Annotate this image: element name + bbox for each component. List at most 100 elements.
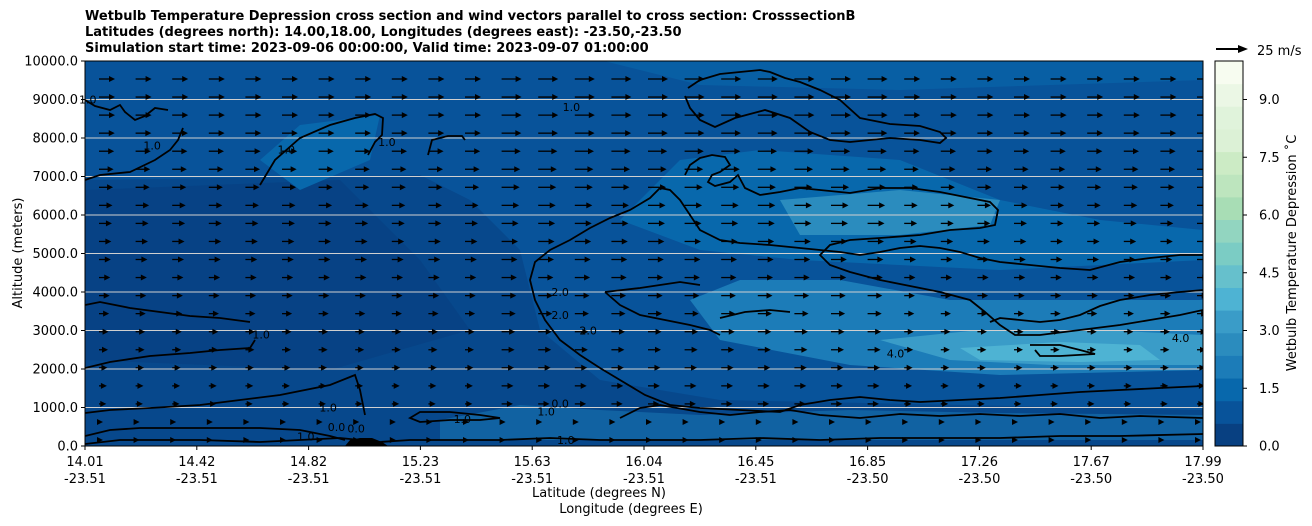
wind-vector-head [212,328,219,335]
wind-vector-head [947,220,954,227]
wind-vector-head [1048,437,1055,443]
wind-vector-head [910,256,917,263]
wind-vector-head [948,184,955,191]
wind-vector-head [473,184,480,191]
wind-vector-head [609,418,616,425]
wind-vector-head [731,256,738,263]
wind-vector-head [792,418,799,425]
wind-vector-head [284,364,291,371]
wind-vector-head [881,76,888,82]
wind-vector-head [1019,274,1026,281]
wind-vector-head [536,418,543,425]
wind-vector-head [880,148,887,155]
wind-vector-head [292,94,298,101]
wind-vector-head [950,94,957,101]
contour-line [85,427,346,441]
wind-vector-head [1167,220,1174,227]
wind-vector-head [1130,238,1137,245]
contour-label: 1.0 [537,405,555,418]
wind-vector-head [543,400,550,407]
wind-vector-head [288,220,295,227]
wind-vector-head [206,437,213,443]
wind-vector-head [1058,202,1065,209]
wind-vector-head [581,346,588,353]
wind-vector-head [1054,310,1061,317]
wind-vector-head [143,202,150,209]
wind-vector-head [653,382,660,389]
wind-vector-head [908,310,915,317]
contour-label: 1.0 [79,94,97,107]
x-tick-label-lon: -23.51 [735,472,777,487]
y-tick-label: 4000.0 [33,286,79,301]
wind-vector-head [1167,202,1174,209]
wind-vector-head [133,437,140,443]
contour-label: 1.0 [378,136,396,149]
wind-vector-head [432,310,439,317]
wind-vector-head [550,184,557,191]
wind-vector-head [1052,382,1059,389]
wind-vector-head [1127,328,1134,335]
wind-vector-head [902,437,909,443]
wind-vector-head [1056,256,1063,263]
title-line-1: Wetbulb Temperature Depression cross sec… [85,9,856,24]
wind-vector-head [1198,400,1203,407]
colorbar-swatch [1215,355,1243,379]
wind-vector-head [881,94,888,101]
wind-vector-head [985,184,992,191]
wind-vector-head [1095,166,1102,173]
wind-vector-head [324,256,331,263]
wind-vector-head [431,328,438,335]
contour-label: 2.0 [551,286,569,299]
wind-vector-head [1059,148,1066,155]
wind-vector-head [547,274,554,281]
wind-vector-head [365,76,372,82]
wind-vector-head [211,364,218,371]
wind-vector-head [693,274,700,281]
wind-vector-head [682,437,689,443]
wind-vector-head [401,94,408,101]
wind-vector-head [109,112,115,119]
wind-vector-head [176,292,183,299]
wind-vector-head [247,364,254,371]
wind-vector-head [730,274,737,281]
wind-vector-head [808,112,815,119]
wind-vector-head [511,256,518,263]
wind-vector-head [328,130,335,137]
contour-label: 4.0 [1172,332,1190,345]
wind-vector-head [911,202,918,209]
wind-vector-head [103,310,110,317]
wind-vector-head [845,76,851,82]
y-tick-label: 7000.0 [33,170,79,185]
wind-vector-head [214,274,221,281]
wind-vector-head [624,166,631,173]
wind-vector-head [844,148,851,155]
wind-vector-head [285,346,291,353]
wind-vector-head [1051,400,1058,407]
wind-vector-head [656,292,663,299]
wind-vector-head [395,328,402,335]
wind-vector-head [692,328,699,335]
y-tick-label: 1000.0 [33,401,79,416]
wind-vector-head [472,202,479,209]
wind-vector-head [364,130,371,137]
wind-vector-head [1024,76,1030,82]
wind-vector-head [105,220,112,227]
y-tick-label: 8000.0 [33,132,79,147]
x-tick-label-lon: -23.50 [958,472,1000,487]
contour-label: 1.0 [143,140,161,153]
wind-vector-head [987,130,994,137]
wind-vector-head [138,346,145,353]
wind-vector-head [843,166,850,173]
wind-vector-head [499,418,506,425]
wind-vector-head [845,112,851,119]
wind-vector-head [1168,184,1175,191]
wind-vector-head [100,382,107,389]
wind-vector-head [509,310,516,317]
wind-vector-head [216,202,223,209]
wind-vector-head [433,292,440,299]
wind-vector-head [874,346,881,353]
wind-vector-head [215,220,222,227]
wind-vector-head [397,256,404,263]
wind-vector-head [215,238,222,245]
colorbar-swatch [1215,242,1243,266]
